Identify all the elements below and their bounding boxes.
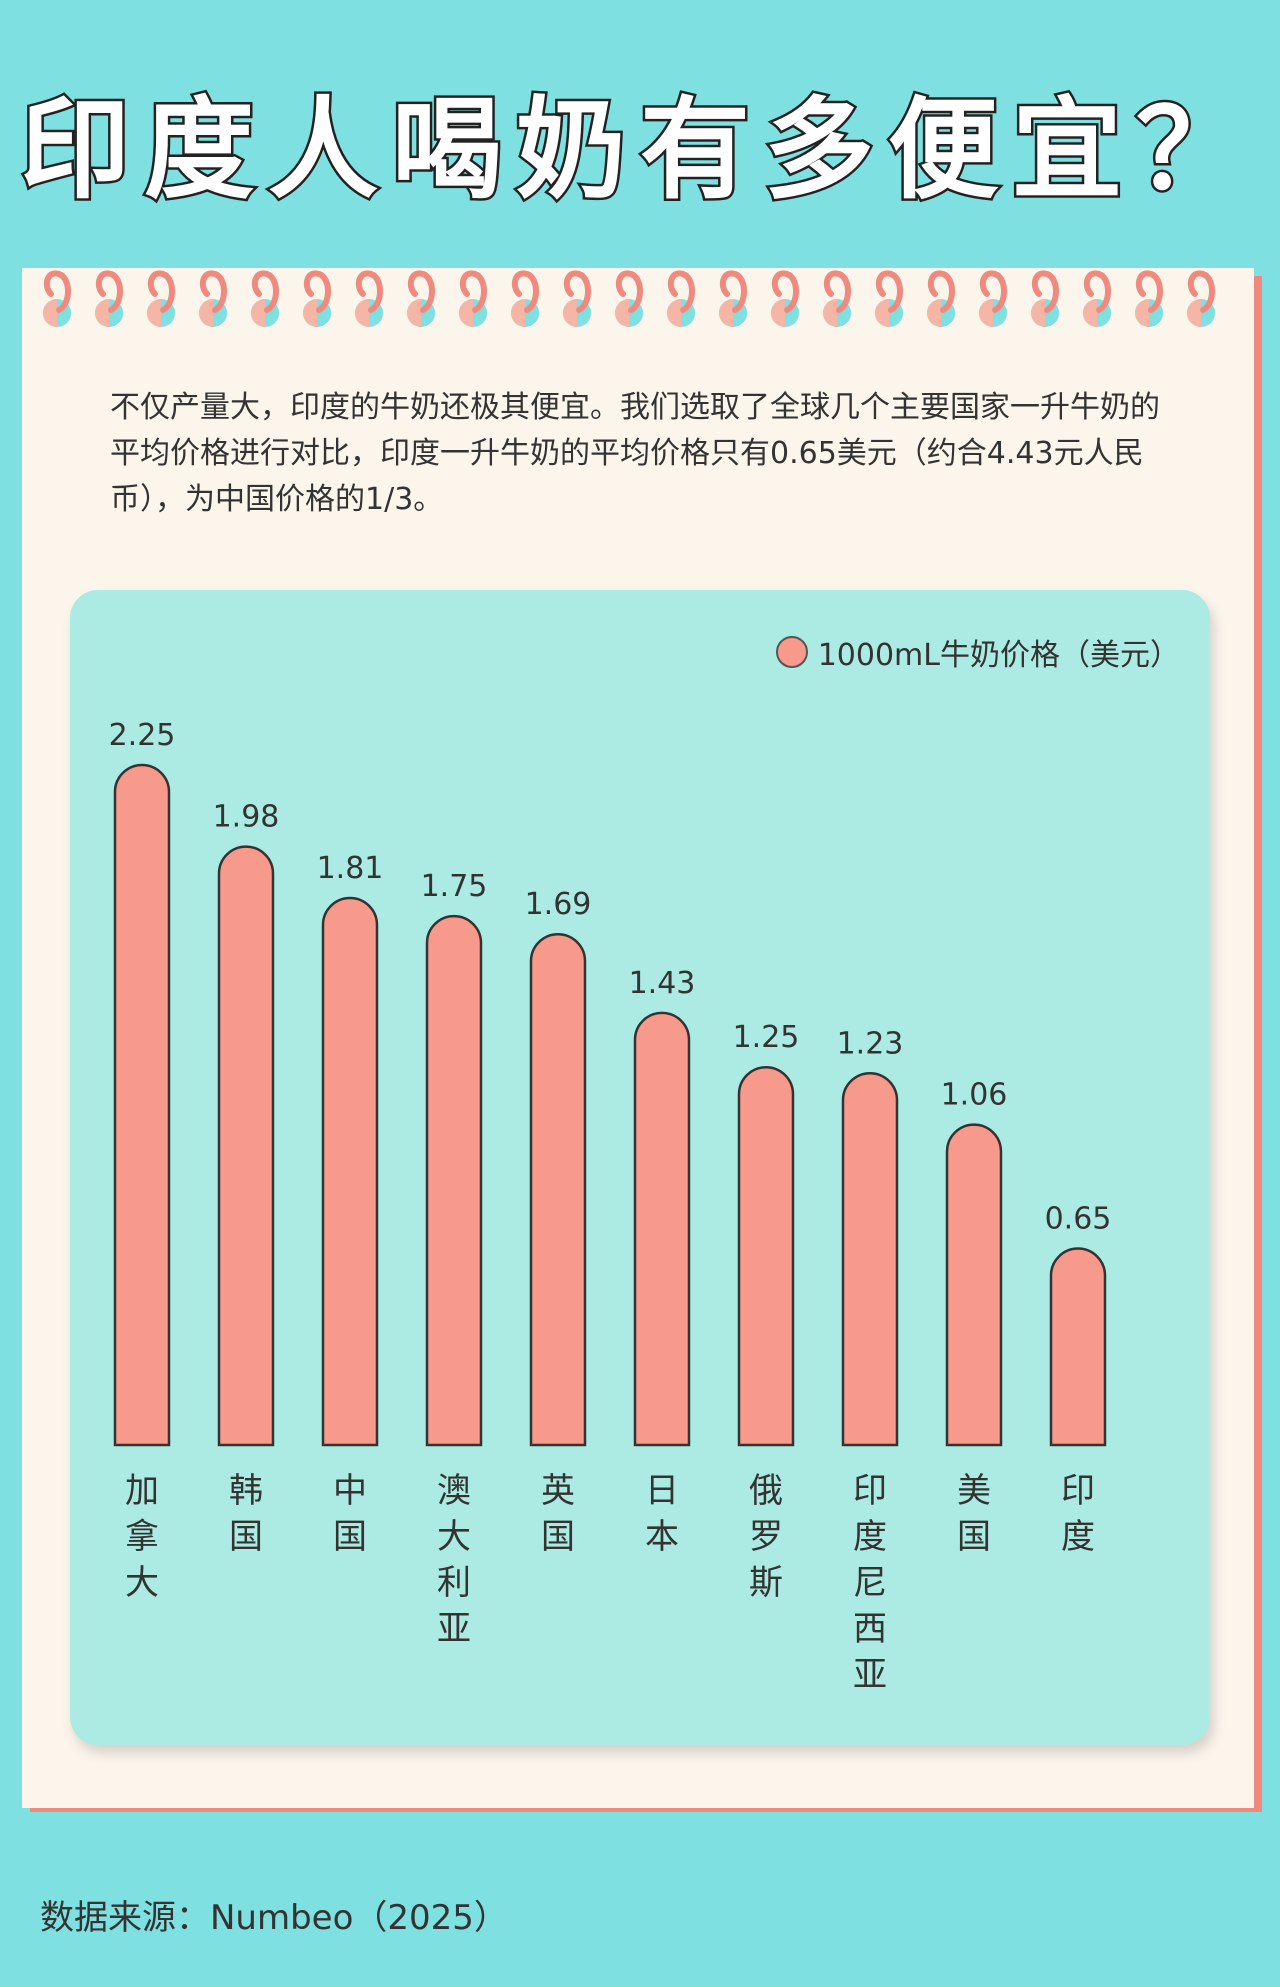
bar [737, 1065, 795, 1447]
binding-ring [355, 270, 383, 327]
page-title: 印度人喝奶有多便宜？ [18, 84, 1260, 217]
chart-card: 1000mL牛奶价格（美元） 2.25 加拿大 1.98 韩国 1.81 中国 1.75 澳大… [70, 590, 1210, 1745]
binding-ring [147, 270, 175, 327]
binding-ring [1135, 270, 1163, 327]
data-label: 1.25 [733, 1020, 800, 1055]
bar-chart: 2.25 加拿大 1.98 韩国 1.81 中国 1.75 澳大利亚 1.69 英国 1.43 日本 1… [109, 718, 1112, 1695]
binding-ring [251, 270, 279, 327]
category-label: 澳大利亚 [437, 1471, 471, 1649]
data-label: 1.98 [213, 800, 280, 835]
data-label: 1.43 [629, 966, 696, 1001]
bar [321, 896, 379, 1447]
data-label: 2.25 [109, 718, 176, 753]
category-label: 韩国 [229, 1471, 263, 1557]
data-label: 1.69 [525, 887, 592, 922]
binding-ring [1187, 270, 1215, 327]
bar [113, 763, 171, 1447]
data-source: 数据来源：Numbeo（2025） [40, 1898, 508, 1938]
binding-ring [875, 270, 903, 327]
chart-legend: 1000mL牛奶价格（美元） [775, 630, 1180, 674]
spiral-binding [43, 270, 1215, 327]
category-label: 印度尼西亚 [853, 1471, 887, 1695]
binding-ring [43, 270, 71, 327]
category-label: 美国 [957, 1471, 991, 1557]
description-text: 不仅产量大，印度的牛奶还极其便宜。我们选取了全球几个主要国家一升牛奶的平均价格进… [110, 390, 1160, 517]
category-label: 加拿大 [125, 1471, 159, 1603]
data-label: 1.06 [941, 1078, 1008, 1113]
binding-ring [459, 270, 487, 327]
binding-ring [927, 270, 955, 327]
category-label: 日本 [645, 1471, 679, 1557]
category-label: 中国 [333, 1471, 367, 1557]
data-label: 1.81 [317, 851, 384, 886]
legend-label: 1000mL牛奶价格（美元） [817, 638, 1180, 673]
data-label: 0.65 [1045, 1202, 1112, 1237]
binding-ring [979, 270, 1007, 327]
legend-swatch [775, 636, 808, 668]
category-label: 英国 [541, 1471, 575, 1557]
binding-ring [771, 270, 799, 327]
binding-ring [563, 270, 591, 327]
bar [1049, 1247, 1107, 1447]
bar [529, 932, 587, 1447]
category-label: 俄罗斯 [749, 1471, 783, 1603]
binding-ring [667, 270, 695, 327]
binding-ring [95, 270, 123, 327]
binding-ring [615, 270, 643, 327]
bar [945, 1123, 1003, 1447]
bar [425, 914, 483, 1447]
binding-ring [199, 270, 227, 327]
data-label: 1.75 [421, 869, 488, 904]
binding-ring [511, 270, 539, 327]
category-label: 印度 [1061, 1471, 1095, 1557]
binding-ring [719, 270, 747, 327]
binding-ring [303, 270, 331, 327]
bar [841, 1072, 899, 1447]
binding-ring [1083, 270, 1111, 327]
bar [633, 1011, 691, 1447]
binding-ring [1031, 270, 1059, 327]
data-label: 1.23 [837, 1026, 904, 1061]
binding-ring [823, 270, 851, 327]
bar [217, 845, 275, 1447]
binding-ring [407, 270, 435, 327]
